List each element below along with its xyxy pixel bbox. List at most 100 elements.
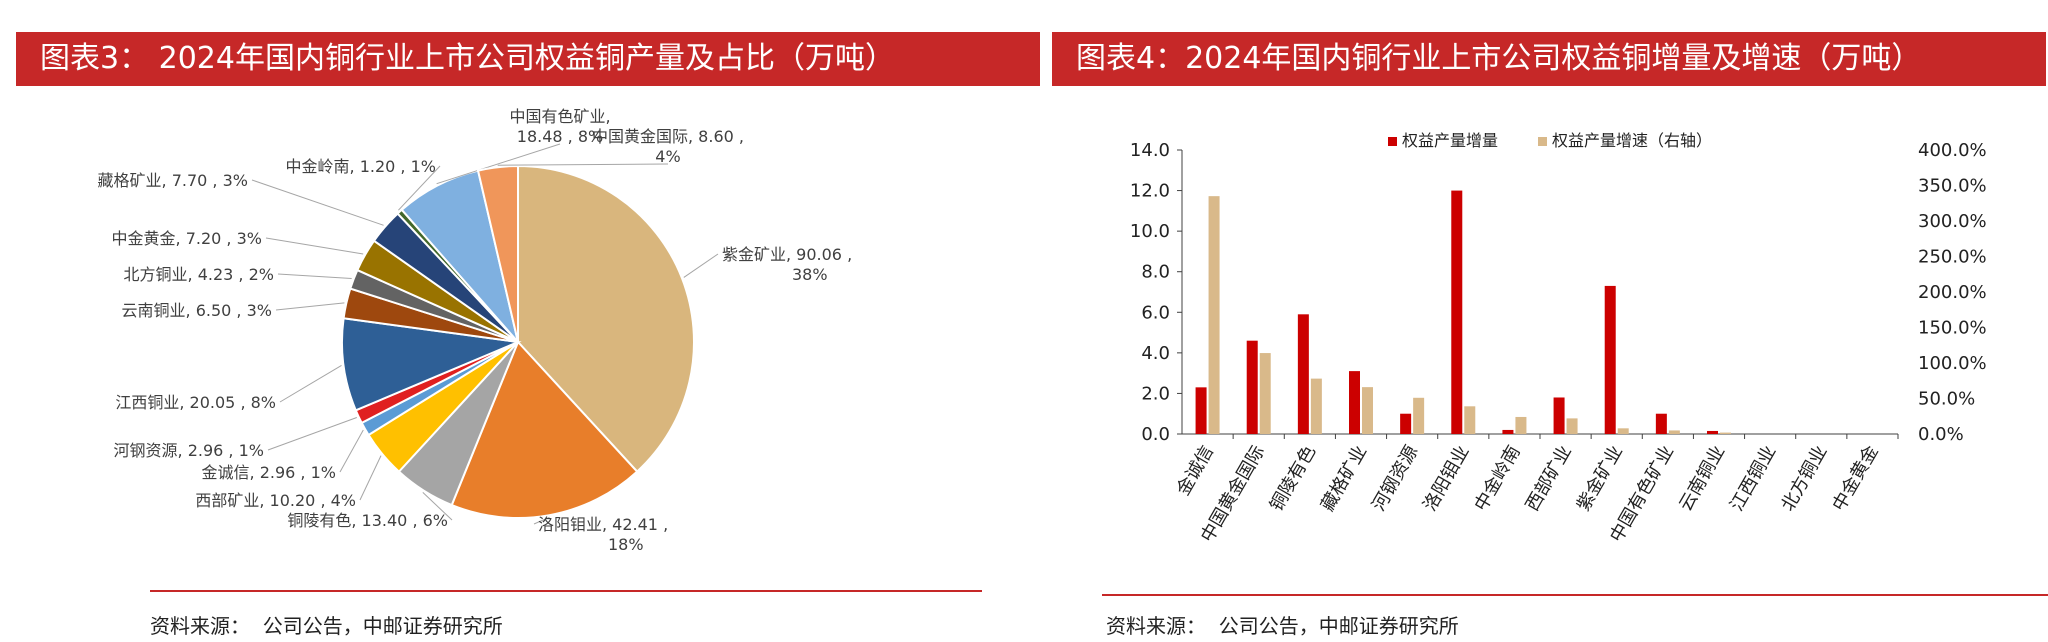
bar-rate-5	[1464, 406, 1476, 434]
pie-leader-line-3	[359, 455, 382, 501]
bar-rate-6	[1515, 416, 1527, 434]
y2-tick-label: 0.0%	[1918, 424, 1964, 445]
x-tick-label-4: 河钢资源	[1368, 442, 1422, 515]
left-source: 资料来源： 公司公告，中邮证券研究所	[150, 610, 503, 639]
x-tick-label-0: 金诚信	[1173, 442, 1218, 499]
y-tick-label: 6.0	[1141, 302, 1170, 323]
bar-increase-10	[1707, 430, 1718, 434]
pie-leader-line-11	[398, 165, 441, 211]
bar-rate-3	[1362, 387, 1373, 434]
x-tick-label-7: 西部矿业	[1522, 442, 1576, 515]
bar-increase-3	[1349, 371, 1360, 434]
left-panel: 图表3： 2024年国内铜行业上市公司权益铜产量及占比（万吨） 紫金矿业, 90…	[16, 32, 1040, 639]
bar-increase-5	[1451, 190, 1463, 434]
y-tick-label: 4.0	[1141, 343, 1170, 364]
pie-label-0: 紫金矿业, 90.06 ,	[722, 245, 852, 264]
x-tick-label-6: 中金岭南	[1471, 442, 1525, 515]
pie-leader-line-13	[497, 163, 669, 166]
pie-leader-line-6	[279, 364, 342, 403]
right-panel: 图表4：2024年国内铜行业上市公司权益铜增量及增速（万吨） 0.0 2.0 4.0…	[1050, 0, 2048, 642]
pie-leader-line-5	[267, 417, 357, 451]
right-source-text: 公司公告，中邮证券研究所	[1218, 614, 1459, 638]
left-source-label: 资料来源：	[150, 614, 250, 638]
pie-label-12: 中国有色矿业,	[509, 107, 610, 126]
y-tick-label: 8.0	[1141, 262, 1170, 283]
x-tick-label-11: 江西铜业	[1726, 442, 1780, 515]
bar-increase-7	[1553, 397, 1565, 434]
y-tick-label: 2.0	[1141, 383, 1170, 404]
bar-increase-2	[1297, 314, 1309, 434]
bar-rate-4	[1413, 397, 1425, 434]
x-tick-label-12: 北方铜业	[1777, 442, 1831, 515]
pie-slice-1	[450, 340, 639, 519]
bar-increase-4	[1400, 413, 1412, 434]
pie-label-1: 洛阳钼业, 42.41 ,	[538, 515, 668, 534]
pie-leader-line-4	[339, 429, 364, 473]
pie-label-4: 金诚信, 2.96 , 1%	[202, 463, 336, 482]
pie-label-13: 中国黄金国际, 8.60 ,	[592, 127, 744, 146]
pie-label-line2-12: 18.48 , 8%	[517, 127, 603, 146]
y2-tick-label: 350.0%	[1918, 176, 1987, 197]
legend-label-rate: 权益产量增速（右轴）	[1552, 131, 1712, 150]
y2-tick-label: 150.0%	[1918, 318, 1987, 339]
pie-leader-line-12	[436, 143, 561, 185]
bar-increase-9	[1655, 413, 1667, 434]
pie-slice-6	[341, 317, 522, 412]
pie-leader-line-1	[533, 516, 550, 525]
pie-label-line2-0: 38%	[792, 265, 828, 284]
bar-rate-7	[1566, 418, 1578, 434]
pie-slice-0	[517, 164, 695, 473]
bar-increase-8	[1604, 285, 1616, 434]
y-tick-label: 0.0	[1141, 424, 1170, 445]
y2-tick-label: 50.0%	[1918, 389, 1975, 410]
left-source-text: 公司公告，中邮证券研究所	[262, 614, 503, 638]
pie-leader-line-8	[277, 273, 352, 279]
pie-leader-line-10	[251, 179, 384, 226]
pie-leader-line-7	[275, 302, 345, 311]
pie-label-7: 云南铜业, 6.50 , 3%	[122, 301, 272, 320]
y-tick-label: 14.0	[1130, 140, 1170, 161]
legend-swatch-increase	[1388, 137, 1397, 146]
x-tick-label-5: 洛阳钼业	[1419, 442, 1473, 515]
bar-rate-0	[1208, 196, 1220, 434]
bar-rate-2	[1310, 378, 1322, 434]
x-tick-label-2: 铜陵有色	[1266, 442, 1320, 515]
pie-label-6: 江西铜业, 20.05 , 8%	[115, 393, 276, 412]
x-tick-label-10: 云南铜业	[1675, 442, 1729, 515]
bar-chart: 0.0 2.0 4.0 6.0 8.0 10.0 12.0 14.0 0.0% 50.0% 100.…	[1130, 131, 1987, 546]
pie-chart: 紫金矿业, 90.06 ,38% 洛阳钼业, 42.41 ,18% 铜陵有色, 13…	[98, 107, 853, 554]
y2-tick-label: 300.0%	[1918, 211, 1987, 232]
x-tick-label-3: 藏格矿业	[1317, 442, 1371, 515]
bar-increase-1	[1246, 340, 1258, 434]
bar-rate-9	[1668, 430, 1680, 434]
pie-label-8: 北方铜业, 4.23 , 2%	[124, 265, 274, 284]
bar-increase-6	[1502, 429, 1514, 434]
pie-label-2: 铜陵有色, 13.40 , 6%	[287, 511, 448, 530]
pie-leader-line-0	[683, 253, 719, 278]
y2-tick-label: 200.0%	[1918, 282, 1987, 303]
bar-rate-10	[1720, 432, 1731, 434]
legend-swatch-rate	[1538, 137, 1547, 146]
pie-label-line2-1: 18%	[608, 535, 644, 554]
pie-label-3: 西部矿业, 10.20 , 4%	[195, 491, 356, 510]
pie-label-9: 中金黄金, 7.20 , 3%	[112, 229, 262, 248]
left-source-divider	[150, 590, 982, 592]
y-tick-label: 12.0	[1130, 181, 1170, 202]
bar-increase-0	[1195, 387, 1207, 434]
right-source-divider	[1102, 594, 2048, 596]
bar-legend: 权益产量增量 权益产量增速（右轴）	[1388, 131, 1712, 150]
right-source-label: 资料来源：	[1106, 614, 1206, 638]
y-tick-label: 10.0	[1130, 221, 1170, 242]
y2-tick-label: 400.0%	[1918, 140, 1987, 161]
pie-label-10: 藏格矿业, 7.70 , 3%	[98, 171, 248, 190]
x-tick-label-8: 紫金矿业	[1573, 442, 1627, 515]
bar-rate-8	[1617, 428, 1629, 434]
bar-rate-1	[1259, 353, 1271, 434]
pie-slice-13	[476, 164, 519, 343]
y2-tick-label: 250.0%	[1918, 247, 1987, 268]
pie-leader-line-9	[265, 237, 364, 255]
pie-chart-title: 图表3： 2024年国内铜行业上市公司权益铜产量及占比（万吨）	[16, 32, 1040, 86]
x-tick-label-13: 中金黄金	[1829, 442, 1883, 515]
pie-leader-line-2	[422, 492, 453, 521]
bar-chart-title: 图表4：2024年国内铜行业上市公司权益铜增量及增速（万吨）	[1052, 32, 2046, 86]
